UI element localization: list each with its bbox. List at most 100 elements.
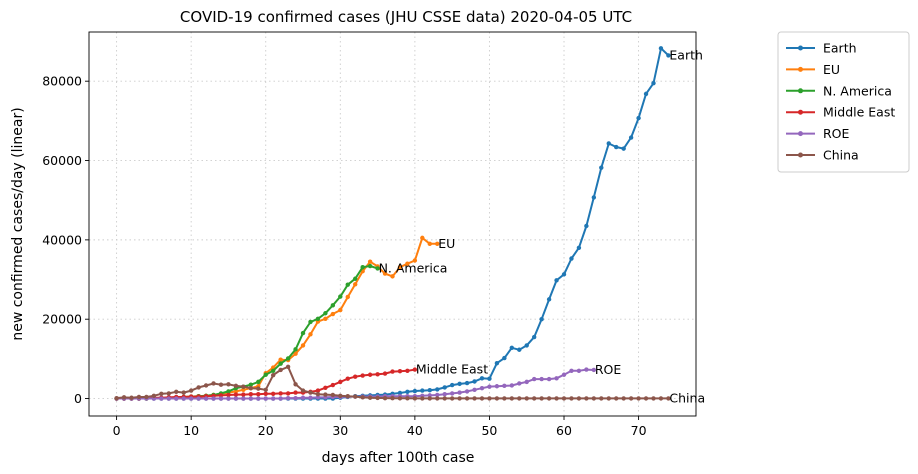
data-point-n-america (323, 311, 328, 316)
data-point-n-america (360, 265, 365, 270)
data-point-n-america (353, 276, 358, 281)
data-point-china (614, 396, 619, 401)
data-point-china (472, 396, 477, 401)
legend-item-middle-east: Middle East (786, 105, 895, 120)
x-tick-label: 10 (183, 423, 199, 438)
data-point-earth (412, 388, 418, 394)
series-line-earth (116, 47, 670, 400)
data-point-china (666, 396, 671, 401)
legend-label-roe: ROE (823, 126, 850, 141)
legend-label-earth: Earth (823, 41, 857, 56)
data-point-roe (442, 391, 447, 397)
data-point-china (248, 386, 254, 391)
data-point-china (278, 367, 283, 373)
data-point-earth (614, 144, 619, 150)
data-point-china (494, 396, 500, 401)
data-point-china (636, 396, 641, 401)
data-point-roe (181, 396, 186, 401)
data-point-middle-east (233, 392, 239, 397)
data-point-china (308, 390, 313, 395)
data-point-earth (591, 195, 597, 200)
series-line-n-america (116, 265, 378, 400)
data-point-earth (449, 382, 455, 388)
data-point-china (159, 391, 164, 396)
data-point-china (397, 396, 403, 401)
data-point-china (449, 396, 455, 401)
data-point-china (658, 396, 664, 401)
data-point-roe (584, 367, 589, 372)
data-point-china (211, 381, 216, 386)
data-point-roe (203, 396, 209, 401)
data-point-middle-east (345, 376, 350, 381)
data-point-china (315, 391, 321, 397)
data-point-middle-east (293, 390, 298, 395)
data-point-eu (382, 271, 388, 276)
data-point-roe (502, 383, 507, 389)
data-point-china (569, 396, 574, 401)
data-point-n-america (256, 379, 261, 385)
data-point-china (464, 396, 470, 401)
data-point-middle-east (397, 368, 403, 374)
data-point-middle-east (405, 368, 410, 373)
data-point-earth (606, 141, 611, 146)
data-point-eu (405, 261, 410, 266)
data-point-eu (330, 311, 336, 317)
data-point-china (405, 396, 410, 401)
data-point-china (270, 372, 276, 378)
data-point-eu (233, 389, 239, 394)
data-point-middle-east (367, 372, 373, 377)
data-point-eu (367, 259, 373, 264)
data-point-earth (517, 347, 522, 352)
legend-marker-eu (798, 66, 803, 72)
data-point-middle-east (248, 391, 254, 397)
data-point-n-america (300, 330, 306, 336)
data-point-roe (315, 395, 321, 400)
data-point-eu (308, 332, 313, 337)
data-point-roe (300, 395, 306, 400)
data-point-earth (524, 343, 529, 348)
data-point-n-america (367, 263, 373, 269)
data-point-earth (479, 376, 485, 381)
data-point-roe (457, 390, 462, 395)
data-point-earth (464, 380, 470, 386)
data-point-eu (412, 258, 418, 263)
data-point-roe (494, 384, 500, 389)
legend-label-n-america: N. America (823, 83, 892, 98)
data-point-eu (323, 316, 328, 322)
data-point-earth (621, 146, 626, 151)
legend-label-middle-east: Middle East (823, 105, 895, 120)
annotation-n-america: N. America (379, 260, 448, 275)
data-point-china (263, 387, 268, 393)
data-point-roe (308, 395, 313, 400)
data-point-eu (293, 351, 298, 356)
series-china (114, 364, 671, 401)
data-point-eu (420, 235, 425, 241)
data-point-earth (584, 223, 589, 229)
data-point-roe (174, 396, 179, 401)
data-point-middle-east (323, 385, 328, 391)
data-point-roe (576, 368, 582, 373)
data-point-middle-east (382, 371, 388, 376)
data-point-roe (561, 372, 567, 377)
legend-marker-middle-east (798, 109, 803, 115)
data-point-earth (651, 80, 656, 86)
data-point-china (524, 396, 529, 401)
x-tick-label: 0 (113, 423, 121, 438)
x-tick-label: 50 (481, 423, 497, 438)
data-point-roe (159, 396, 164, 401)
data-point-china (628, 396, 634, 401)
data-point-middle-east (390, 369, 395, 374)
data-point-china (293, 382, 298, 387)
data-point-china (218, 382, 224, 387)
data-point-earth (576, 245, 582, 251)
data-point-roe (218, 396, 224, 401)
data-point-china (174, 389, 179, 395)
legend-item-roe: ROE (786, 126, 850, 141)
data-point-china (390, 396, 395, 401)
data-point-china (241, 384, 246, 389)
data-point-roe (263, 396, 268, 401)
data-point-roe (509, 383, 515, 388)
data-point-china (181, 390, 186, 395)
data-point-earth (666, 53, 671, 58)
